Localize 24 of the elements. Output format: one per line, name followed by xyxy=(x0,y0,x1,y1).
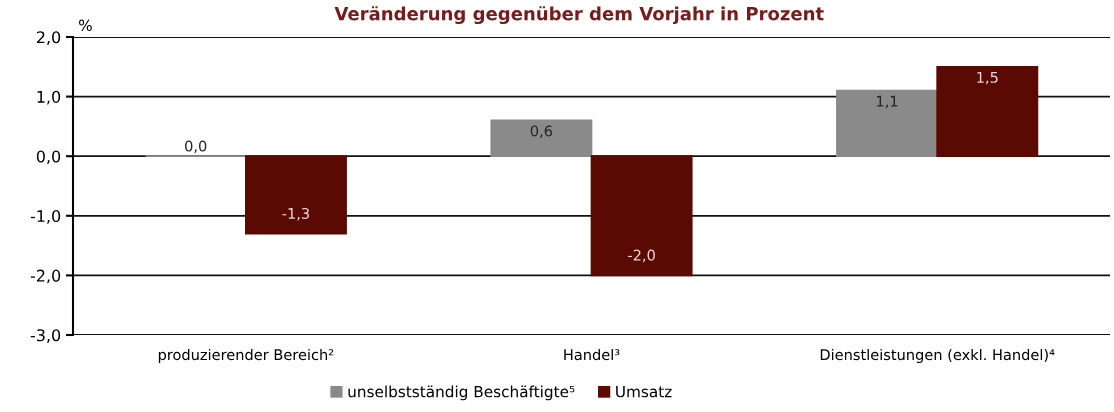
x-tick-label: Dienstleistungen (exkl. Handel)⁴ xyxy=(820,348,1055,363)
data-label: 0,6 xyxy=(530,125,553,138)
legend-label: Umsatz xyxy=(616,385,672,398)
y-tick-label: 1,0 xyxy=(37,90,61,105)
y-tick-label: -3,0 xyxy=(30,329,61,343)
bar xyxy=(936,65,1039,158)
data-label: -2,0 xyxy=(628,249,655,263)
bar xyxy=(836,89,939,158)
chart-title: Veränderung gegenüber dem Vorjahr in Prozent xyxy=(334,6,824,25)
data-label: 1,1 xyxy=(877,95,898,109)
bar xyxy=(490,119,593,158)
data-label: -1,3 xyxy=(282,207,310,221)
legend-label: unselbstständig Beschäftigte⁵ xyxy=(348,385,575,401)
y-tick-label: -1,0 xyxy=(30,210,61,224)
data-label: 1,5 xyxy=(977,72,998,85)
x-tick-label: produzierender Bereich² xyxy=(158,348,334,363)
data-label: 0,0 xyxy=(185,140,207,154)
y-axis-title: % xyxy=(79,19,92,32)
y-tick-label: -2,0 xyxy=(30,269,61,284)
x-tick-label: Handel³ xyxy=(564,348,620,361)
bar xyxy=(590,155,693,277)
y-tick-label: 2,0 xyxy=(36,31,61,45)
bar xyxy=(244,155,347,235)
y-tick-label: 0,0 xyxy=(36,150,61,165)
